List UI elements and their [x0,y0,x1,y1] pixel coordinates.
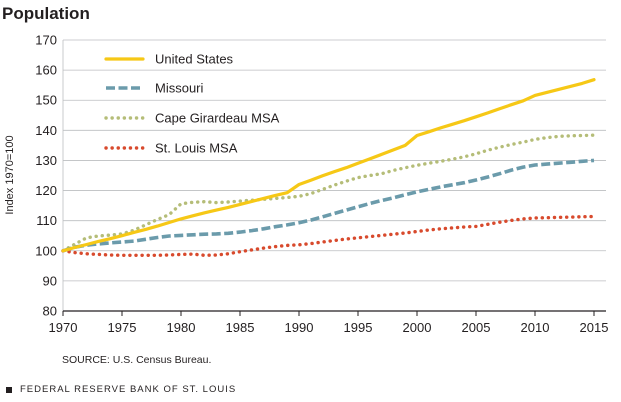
series-line-united-states [61,78,596,253]
footer-text: FEDERAL RESERVE BANK OF ST. LOUIS [20,384,237,395]
y-tick-label: 130 [35,153,57,168]
y-tick-label: 90 [43,273,57,288]
chart-title: Population [2,4,90,23]
x-tick-label: 2010 [521,320,550,335]
footer: FEDERAL RESERVE BANK OF ST. LOUIS [6,384,236,395]
y-tick-label: 160 [35,63,57,78]
source-note: SOURCE: U.S. Census Bureau. [62,354,212,366]
x-tick-label: 1990 [285,320,314,335]
x-tick-label: 1970 [49,320,78,335]
footer-square-icon [6,386,12,393]
legend-label: Cape Girardeau MSA [155,111,280,126]
axes: 80 90 100 110 120 130 140 150 160 170 1970 1975 1980… [35,33,608,336]
x-tick-label: 2005 [462,320,491,335]
y-tick-label: 110 [36,213,57,228]
y-tick-label: 170 [35,33,57,48]
y-tick-label: 80 [43,304,57,319]
series-lines [61,78,596,258]
series-line-cape-girardeau-msa [61,133,596,253]
y-tick-label: 120 [35,183,57,198]
grid-lines [62,39,606,312]
x-tick-label: 2000 [403,320,432,335]
legend-label: St. Louis MSA [155,141,238,156]
legend-label: United States [155,52,234,67]
x-tick-label: 1995 [344,320,373,335]
x-tick-label: 2015 [580,320,609,335]
y-tick-label: 100 [35,243,57,258]
x-tick-label: 1985 [226,320,255,335]
legend: United States Missouri Cape Girardeau MSA S… [104,52,280,156]
series-line-st-louis-msa [61,214,596,258]
x-tick-label: 1975 [108,320,137,335]
series-line-missouri [62,158,595,253]
x-tick-label: 1980 [167,320,196,335]
y-tick-label: 150 [35,93,57,108]
y-tick-label: 140 [35,123,57,138]
y-axis-label: Index 1970=100 [4,135,16,214]
legend-label: Missouri [155,81,204,96]
